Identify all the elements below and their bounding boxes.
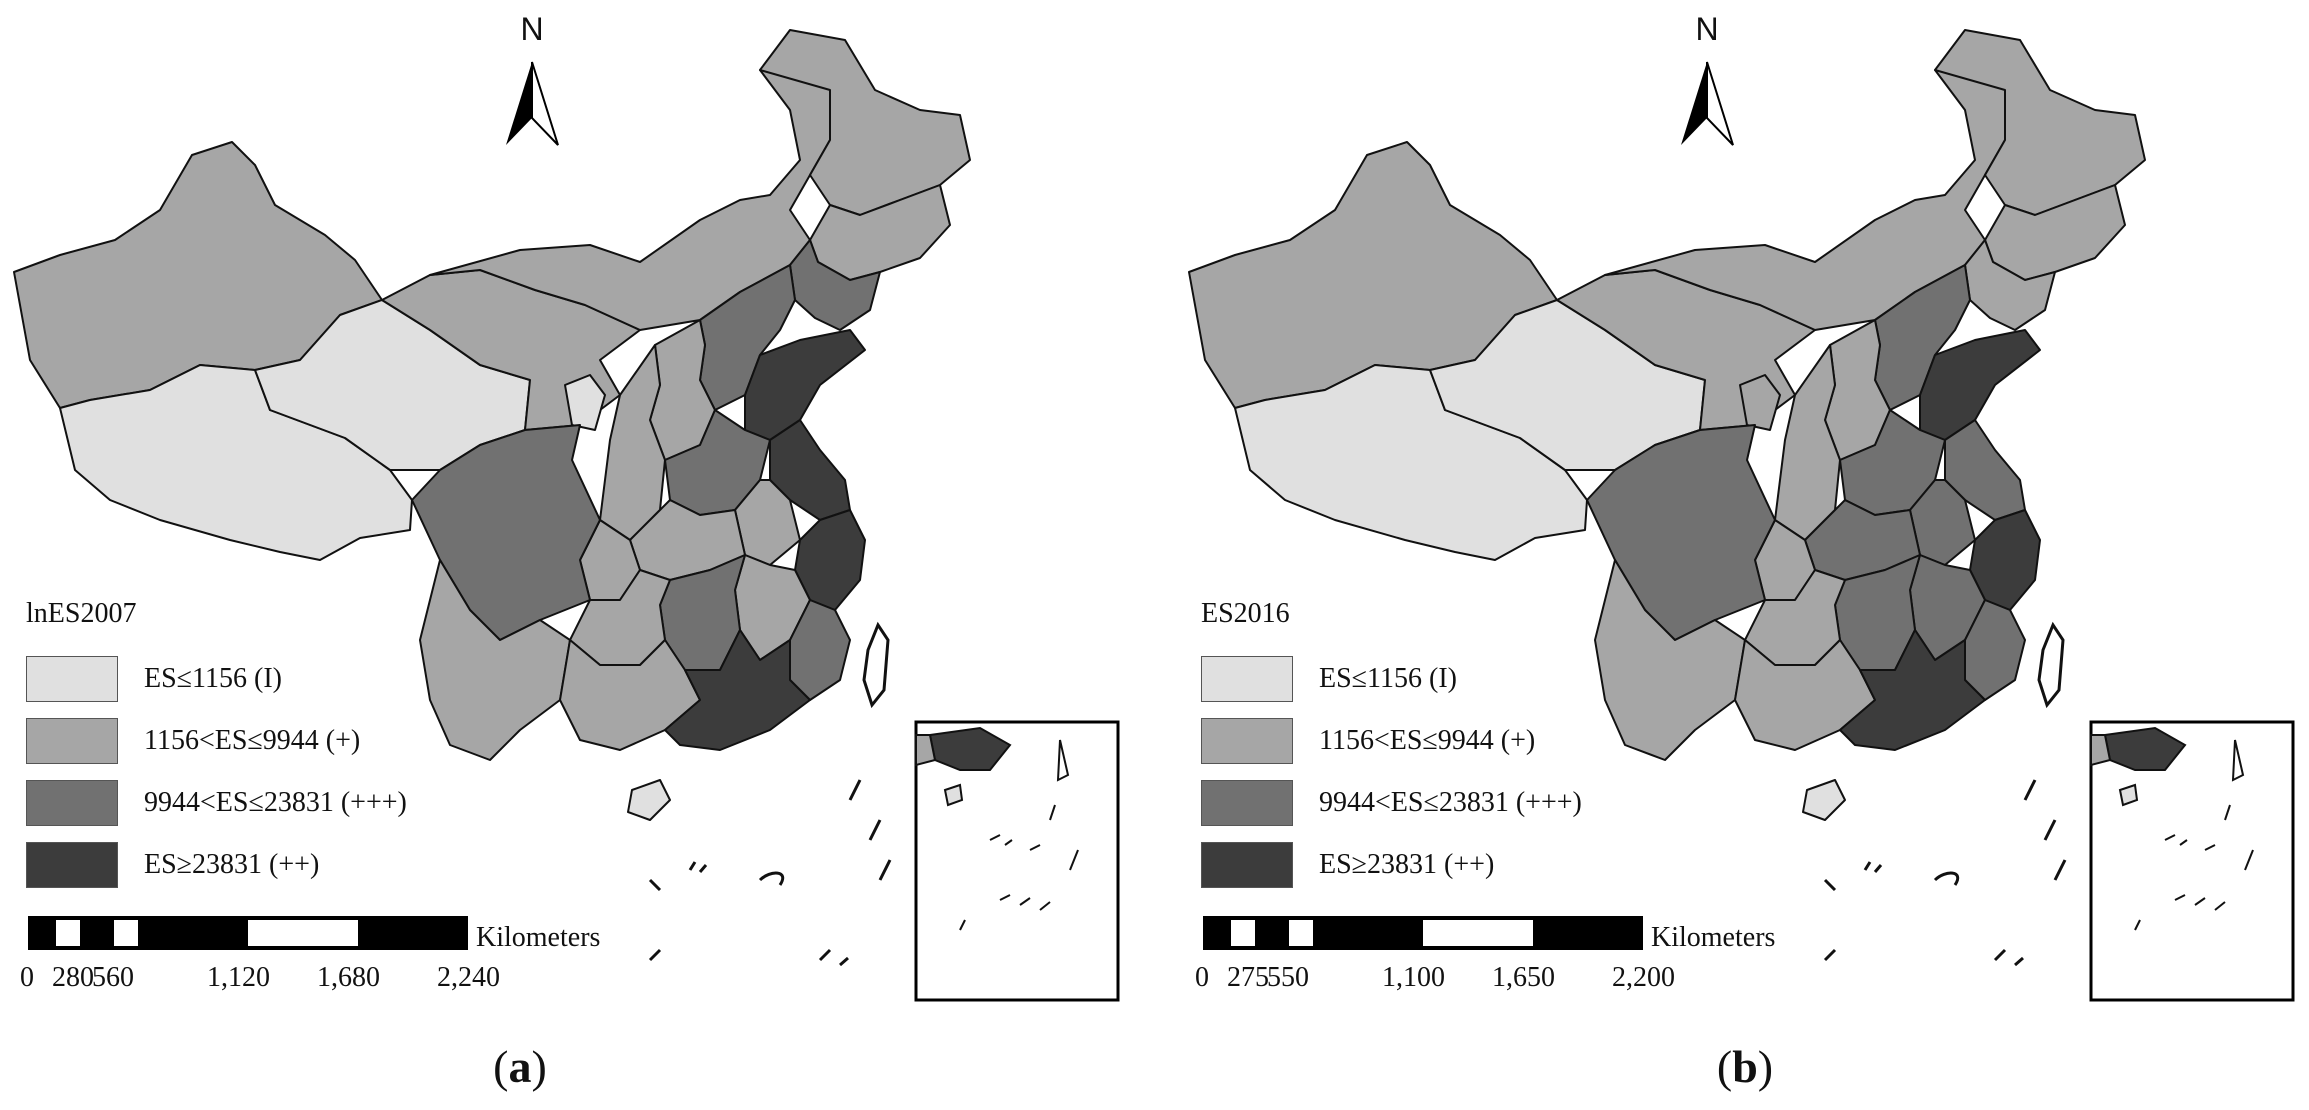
legend-label: 1156<ES≤9944 (+) bbox=[1319, 725, 1536, 756]
inset-map bbox=[2089, 720, 2295, 1002]
scale-ticks: 0 280 560 1,120 1,680 2,240 bbox=[0, 962, 520, 998]
legend-swatch bbox=[26, 656, 118, 702]
provinces bbox=[13, 29, 971, 821]
province-guangdong bbox=[664, 629, 811, 751]
inset-map bbox=[914, 720, 1120, 1002]
legend-title: lnES2007 bbox=[26, 598, 137, 629]
legend-item: ES≥23831 (++) bbox=[26, 834, 407, 896]
legend-label: ES≤1156 (I) bbox=[144, 663, 282, 694]
legend-label: 9944<ES≤23831 (+++) bbox=[144, 787, 407, 818]
legend-label: ES≥23831 (++) bbox=[1319, 849, 1495, 880]
legend-label: 9944<ES≤23831 (+++) bbox=[1319, 787, 1582, 818]
scale-tick-label: 2,200 bbox=[1612, 962, 1675, 993]
province-liaoning bbox=[789, 239, 881, 331]
province-liaoning bbox=[1964, 239, 2056, 331]
scale-tick-label: 560 bbox=[92, 962, 134, 993]
scale-tick-label: 0 bbox=[20, 962, 34, 993]
province-hainan bbox=[1802, 779, 1846, 821]
inset-hainan bbox=[943, 783, 964, 807]
province-ningxia bbox=[564, 374, 606, 431]
legend-swatch bbox=[1201, 842, 1293, 888]
panel-caption: (b) bbox=[1716, 1041, 1774, 1092]
north-arrow-icon: N bbox=[1681, 11, 1734, 146]
scale-tick-label: 2,240 bbox=[437, 962, 500, 993]
inset-guangxi bbox=[2090, 734, 2112, 767]
legend-label: ES≤1156 (I) bbox=[1319, 663, 1457, 694]
panel-b: N bbox=[1175, 0, 2309, 1110]
province-shaanxi bbox=[1774, 344, 1841, 541]
scale-tick-label: 280 bbox=[52, 962, 94, 993]
scale-tick-label: 1,120 bbox=[207, 962, 270, 993]
legend: ES≤1156 (I) 1156<ES≤9944 (+) 9944<ES≤23831… bbox=[1201, 648, 1582, 896]
legend-label: ES≥23831 (++) bbox=[144, 849, 320, 880]
legend-item: 1156<ES≤9944 (+) bbox=[1201, 710, 1582, 772]
legend-swatch bbox=[26, 718, 118, 764]
legend-swatch bbox=[26, 780, 118, 826]
scale-tick-label: 1,650 bbox=[1492, 962, 1555, 993]
legend-item: 9944<ES≤23831 (+++) bbox=[1201, 772, 1582, 834]
legend-item: ES≤1156 (I) bbox=[1201, 648, 1582, 710]
south-sea-islands bbox=[648, 779, 892, 967]
scale-tick-label: 1,100 bbox=[1382, 962, 1445, 993]
north-arrow-icon: N bbox=[506, 11, 559, 146]
panel-a: N bbox=[0, 0, 1150, 1110]
province-shaanxi bbox=[599, 344, 666, 541]
scale-bar bbox=[28, 916, 468, 950]
legend-label: 1156<ES≤9944 (+) bbox=[144, 725, 361, 756]
china-map: N bbox=[13, 11, 1120, 1002]
province-tibet bbox=[59, 364, 413, 561]
legend-item: 1156<ES≤9944 (+) bbox=[26, 710, 407, 772]
province-ningxia bbox=[1739, 374, 1781, 431]
legend-item: ES≤1156 (I) bbox=[26, 648, 407, 710]
legend-title: ES2016 bbox=[1201, 598, 1290, 629]
scale-tick-label: 275 bbox=[1227, 962, 1269, 993]
scale-bar bbox=[1203, 916, 1643, 950]
legend-swatch bbox=[1201, 656, 1293, 702]
legend-swatch bbox=[1201, 718, 1293, 764]
scale-unit: Kilometers bbox=[476, 922, 601, 953]
panel-caption: (a) bbox=[493, 1041, 547, 1092]
province-hainan bbox=[627, 779, 671, 821]
north-label: N bbox=[520, 11, 543, 47]
taiwan-outline bbox=[2037, 621, 2065, 709]
scale-tick-label: 0 bbox=[1195, 962, 1209, 993]
taiwan-outline bbox=[862, 621, 890, 709]
south-sea-islands bbox=[1823, 779, 2067, 967]
scale-unit: Kilometers bbox=[1651, 922, 1776, 953]
legend-swatch bbox=[1201, 780, 1293, 826]
province-yunnan bbox=[419, 559, 571, 761]
legend-item: 9944<ES≤23831 (+++) bbox=[26, 772, 407, 834]
inset-hainan bbox=[2118, 783, 2139, 807]
scale-ticks: 0 275 550 1,100 1,650 2,200 bbox=[1175, 962, 1695, 998]
north-label: N bbox=[1695, 11, 1718, 47]
scale-tick-label: 1,680 bbox=[317, 962, 380, 993]
legend-swatch bbox=[26, 842, 118, 888]
inset-guangxi bbox=[915, 734, 937, 767]
province-guangdong bbox=[1839, 629, 1986, 751]
scale-tick-label: 550 bbox=[1267, 962, 1309, 993]
legend-item: ES≥23831 (++) bbox=[1201, 834, 1582, 896]
legend: ES≤1156 (I) 1156<ES≤9944 (+) 9944<ES≤23831… bbox=[26, 648, 407, 896]
provinces bbox=[1188, 29, 2146, 821]
china-map: N bbox=[1188, 11, 2295, 1002]
province-yunnan bbox=[1594, 559, 1746, 761]
province-tibet bbox=[1234, 364, 1588, 561]
